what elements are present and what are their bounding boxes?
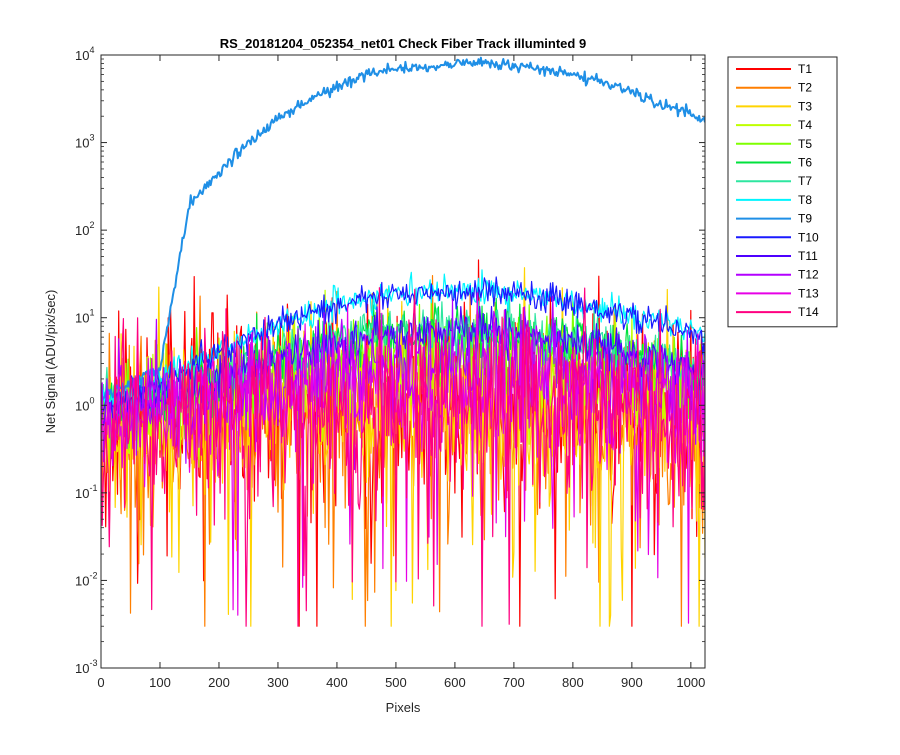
legend-label-T14: T14 — [798, 305, 819, 319]
x-tick-label-1000: 1000 — [676, 675, 705, 690]
x-tick-label-200: 200 — [208, 675, 230, 690]
legend-label-T5: T5 — [798, 137, 812, 151]
legend-label-T4: T4 — [798, 118, 812, 132]
legend-label-T7: T7 — [798, 174, 812, 188]
legend-label-T3: T3 — [798, 99, 812, 113]
series-line-T6 — [101, 297, 705, 428]
y-tick-label-2: 10-1 — [75, 483, 97, 501]
x-tick-label-100: 100 — [149, 675, 171, 690]
x-tick-label-800: 800 — [562, 675, 584, 690]
series-line-T8 — [101, 269, 705, 415]
series-layer — [101, 56, 705, 627]
x-tick-label-600: 600 — [444, 675, 466, 690]
legend-box — [727, 56, 838, 328]
x-tick-label-400: 400 — [326, 675, 348, 690]
legend-label-T11: T11 — [798, 249, 818, 263]
x-tick-label-0: 0 — [97, 675, 104, 690]
y-axis-label: Net Signal (ADU/pix/sec) — [43, 290, 58, 434]
chart-title: RS_20181204_052354_net01 Check Fiber Tra… — [220, 36, 586, 51]
series-line-T11 — [101, 305, 705, 427]
x-tick-label-300: 300 — [267, 675, 289, 690]
x-tick-label-900: 900 — [621, 675, 643, 690]
y-tick-label-0: 10-3 — [75, 658, 97, 676]
x-tick-label-500: 500 — [385, 675, 407, 690]
x-axis-label: Pixels — [386, 700, 421, 715]
series-line-T10 — [101, 276, 705, 415]
series-line-T14 — [101, 287, 705, 627]
legend-label-T6: T6 — [798, 156, 812, 170]
y-tick-label-7: 104 — [75, 45, 94, 63]
y-tick-label-5: 102 — [75, 220, 94, 238]
y-tick-label-6: 103 — [75, 133, 94, 151]
legend-label-T2: T2 — [798, 81, 812, 95]
axes-box — [100, 54, 706, 669]
y-tick-label-4: 101 — [75, 308, 94, 326]
y-tick-label-1: 10-2 — [75, 570, 97, 588]
y-tick-label-3: 100 — [75, 395, 94, 413]
legend-label-T9: T9 — [798, 212, 812, 226]
legend-label-T10: T10 — [798, 230, 819, 244]
legend-label-T1: T1 — [798, 62, 812, 76]
x-tick-label-700: 700 — [503, 675, 525, 690]
series-line-T13 — [101, 292, 705, 624]
legend-label-T13: T13 — [798, 286, 819, 300]
legend-label-T12: T12 — [798, 268, 819, 282]
legend-label-T8: T8 — [798, 193, 812, 207]
series-line-T9 — [101, 56, 705, 404]
legend: T1 T2 T3 T4 T5 T6 T7 T8 T9 T10 T11 T12 T13 T14 — [727, 56, 838, 328]
axes-layer: 0 100 200 300 400 500 600 700 800 900 1000 10-3 10-2… — [75, 45, 706, 690]
